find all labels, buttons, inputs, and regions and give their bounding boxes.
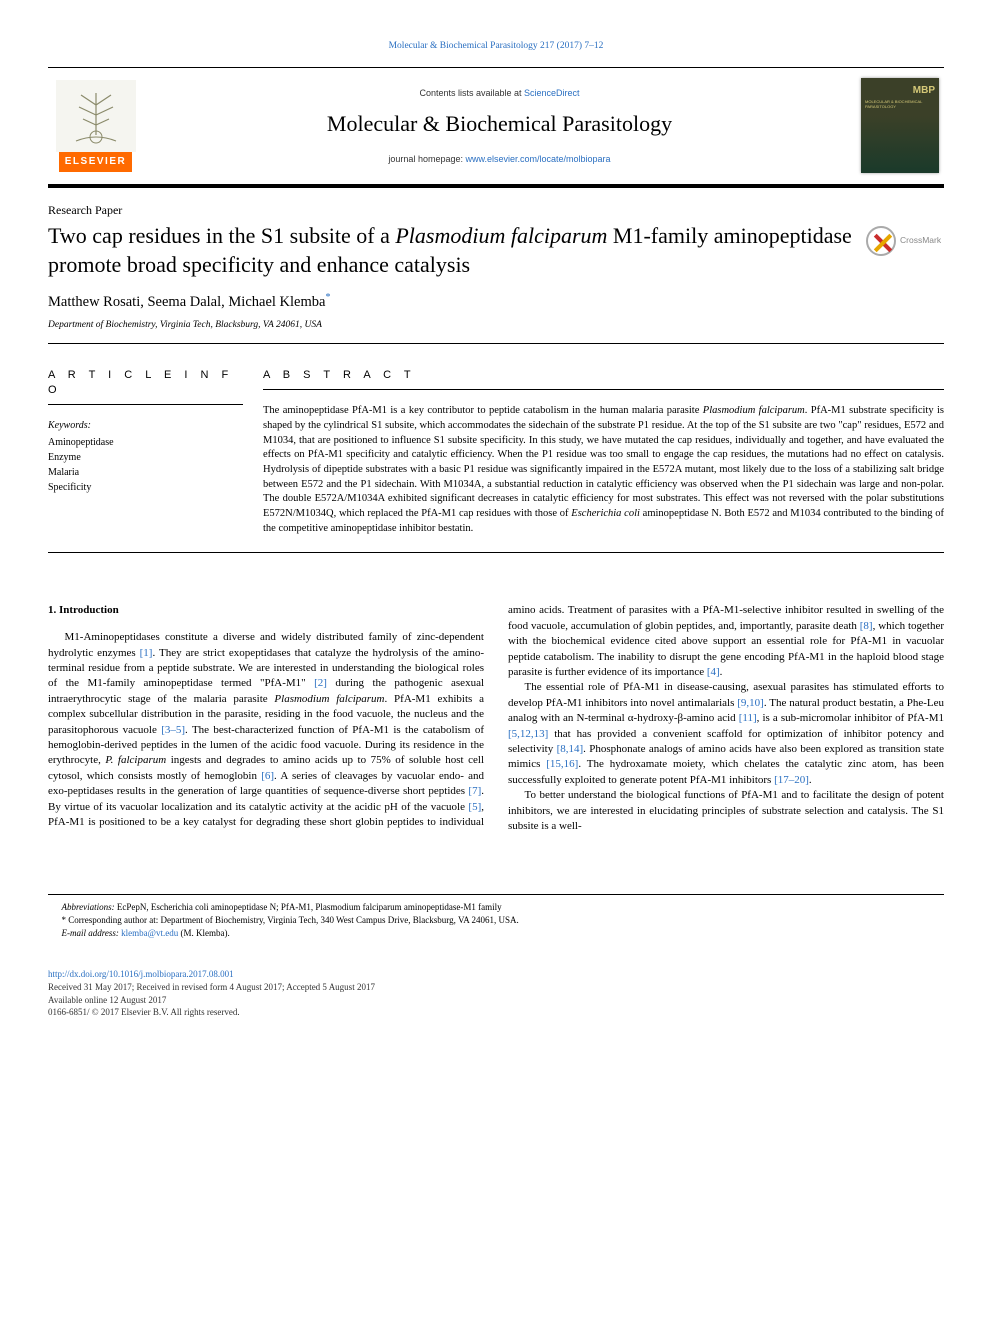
body-seg: To better understand the biological func… xyxy=(508,789,944,832)
body-italic: Plasmodium falciparum xyxy=(274,693,384,705)
abbrev-label: Abbreviations: xyxy=(62,902,115,912)
title-italic-species: Plasmodium falciparum xyxy=(395,223,607,248)
email-link[interactable]: klemba@vt.edu xyxy=(121,928,178,938)
citation-link[interactable]: [9,10] xyxy=(737,697,764,709)
paper-title: Two cap residues in the S1 subsite of a … xyxy=(48,222,856,279)
copyright-line: 0166-6851/ © 2017 Elsevier B.V. All righ… xyxy=(48,1006,944,1019)
citation-link[interactable]: [8,14] xyxy=(557,743,584,755)
corresponding-star: * xyxy=(325,292,330,303)
citation-link[interactable]: [5,12,13] xyxy=(508,728,548,740)
email-suffix: (M. Klemba). xyxy=(178,928,230,938)
homepage-url[interactable]: www.elsevier.com/locate/molbiopara xyxy=(465,154,610,164)
cover-mbp-label: MBP xyxy=(913,84,935,98)
info-abstract-row: A R T I C L E I N F O Keywords: Aminopep… xyxy=(48,368,944,553)
corresponding-author: * Corresponding author at: Department of… xyxy=(48,914,944,927)
body-seg: . xyxy=(720,666,723,678)
publisher-logo-block: ELSEVIER xyxy=(48,80,143,172)
received-dates: Received 31 May 2017; Received in revise… xyxy=(48,981,944,994)
abstract-text: The aminopeptidase PfA-M1 is a key contr… xyxy=(263,404,944,536)
citation-link[interactable]: [15,16] xyxy=(546,758,578,770)
citation-link[interactable]: [1] xyxy=(140,647,153,659)
elsevier-label: ELSEVIER xyxy=(59,152,132,172)
contents-prefix: Contents lists available at xyxy=(419,88,524,98)
cover-title-text: MOLECULAR & BIOCHEMICAL PARASITOLOGY xyxy=(865,100,939,110)
title-row: Two cap residues in the S1 subsite of a … xyxy=(48,222,944,279)
body-seg: , is a sub-micromolar inhibitor of PfA-M… xyxy=(757,712,944,724)
page-footer: http://dx.doi.org/10.1016/j.molbiopara.2… xyxy=(48,968,944,1018)
body-seg: . xyxy=(809,774,812,786)
keyword: Malaria xyxy=(48,465,243,480)
abstract-seg: The aminopeptidase PfA-M1 is a key contr… xyxy=(263,405,703,416)
keyword: Enzyme xyxy=(48,450,243,465)
footnotes: Abbreviations: EcPepN, Escherichia coli … xyxy=(48,894,944,940)
citation-link[interactable]: [7] xyxy=(468,785,481,797)
abstract-heading: A B S T R A C T xyxy=(263,368,944,390)
journal-cover-image: MBP MOLECULAR & BIOCHEMICAL PARASITOLOGY xyxy=(861,78,939,173)
introduction-heading: 1. Introduction xyxy=(48,603,484,618)
email-label: E-mail address: xyxy=(62,928,122,938)
keywords-label: Keywords: xyxy=(48,419,243,433)
keyword: Specificity xyxy=(48,480,243,495)
homepage-line: journal homepage: www.elsevier.com/locat… xyxy=(153,153,846,165)
citation-link[interactable]: [5] xyxy=(468,801,481,813)
doi-link[interactable]: http://dx.doi.org/10.1016/j.molbiopara.2… xyxy=(48,968,944,981)
citation-link[interactable]: [11] xyxy=(739,712,757,724)
crossmark-icon xyxy=(866,226,896,256)
journal-cover-block: MBP MOLECULAR & BIOCHEMICAL PARASITOLOGY xyxy=(856,76,944,176)
abstract-seg: . PfA-M1 substrate specificity is shaped… xyxy=(263,405,944,519)
authors-line: Matthew Rosati, Seema Dalal, Michael Kle… xyxy=(48,291,944,312)
elsevier-tree-icon xyxy=(56,80,136,152)
contents-line: Contents lists available at ScienceDirec… xyxy=(153,87,846,99)
article-type-label: Research Paper xyxy=(48,202,944,218)
crossmark-badge[interactable]: CrossMark xyxy=(866,222,944,260)
citation-link[interactable]: [2] xyxy=(314,677,327,689)
journal-title: Molecular & Biochemical Parasitology xyxy=(153,109,846,139)
body-italic: P. falciparum xyxy=(105,754,166,766)
title-part1: Two cap residues in the S1 subsite of a xyxy=(48,223,395,248)
article-info-heading: A R T I C L E I N F O xyxy=(48,368,243,405)
journal-reference: Molecular & Biochemical Parasitology 217… xyxy=(48,40,944,53)
crossmark-label: CrossMark xyxy=(900,235,941,246)
authors-names: Matthew Rosati, Seema Dalal, Michael Kle… xyxy=(48,294,325,310)
citation-link[interactable]: [3–5] xyxy=(161,724,185,736)
affiliation: Department of Biochemistry, Virginia Tec… xyxy=(48,319,944,345)
keyword: Aminopeptidase xyxy=(48,435,243,450)
available-online: Available online 12 August 2017 xyxy=(48,994,944,1007)
article-info-column: A R T I C L E I N F O Keywords: Aminopep… xyxy=(48,368,263,536)
body-text: M1-Aminopeptidases constitute a diverse … xyxy=(48,603,944,834)
journal-header: ELSEVIER Contents lists available at Sci… xyxy=(48,67,944,188)
body-two-column: 1. Introduction M1-Aminopeptidases const… xyxy=(48,603,944,834)
citation-link[interactable]: [4] xyxy=(707,666,720,678)
citation-link[interactable]: [17–20] xyxy=(774,774,809,786)
homepage-prefix: journal homepage: xyxy=(388,154,465,164)
abstract-column: A B S T R A C T The aminopeptidase PfA-M… xyxy=(263,368,944,536)
abstract-italic: Plasmodium falciparum xyxy=(703,405,805,416)
abbrev-text: EcPepN, Escherichia coli aminopeptidase … xyxy=(115,902,502,912)
header-center: Contents lists available at ScienceDirec… xyxy=(143,87,856,165)
citation-link[interactable]: [6] xyxy=(261,770,274,782)
citation-link[interactable]: [8] xyxy=(860,620,873,632)
keywords-list: Aminopeptidase Enzyme Malaria Specificit… xyxy=(48,435,243,495)
sciencedirect-link[interactable]: ScienceDirect xyxy=(524,88,580,98)
abstract-italic: Escherichia coli xyxy=(571,508,640,519)
